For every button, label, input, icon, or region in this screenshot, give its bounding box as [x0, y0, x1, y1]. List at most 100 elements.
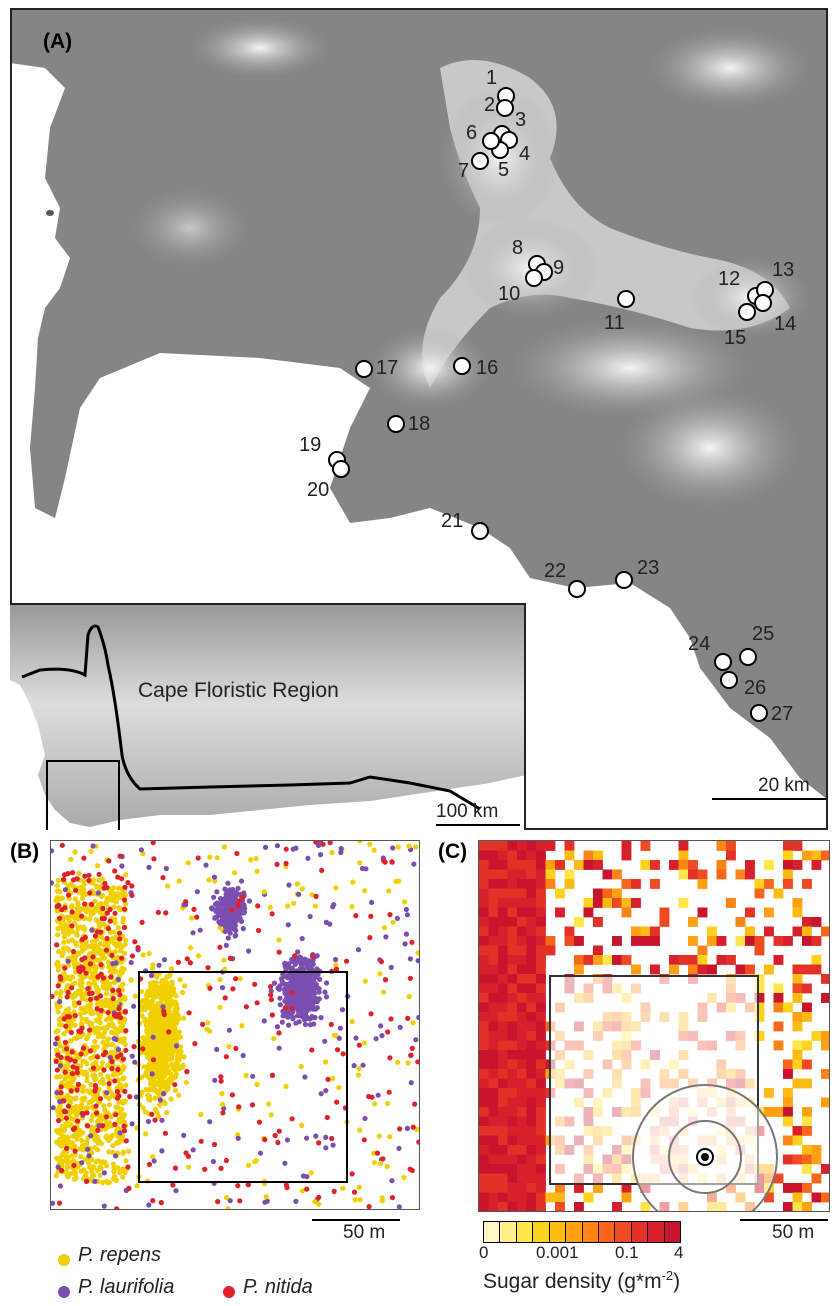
- scatter-point: [66, 1006, 72, 1012]
- scatter-point: [65, 1134, 71, 1140]
- scatter-point: [368, 1011, 374, 1017]
- scatter-point: [76, 870, 82, 877]
- scatter-point: [250, 1073, 256, 1079]
- scatter-point: [406, 843, 412, 849]
- scatter-point: [373, 1036, 379, 1042]
- scatter-point: [69, 1071, 75, 1077]
- scatter-point: [396, 1204, 402, 1209]
- scatter-point: [87, 981, 93, 987]
- scatter-point: [190, 930, 196, 936]
- scatter-point: [129, 1121, 135, 1127]
- scatter-point: [175, 959, 181, 965]
- scatter-point: [89, 990, 95, 996]
- scatter-point: [165, 883, 171, 889]
- scatter-point: [74, 1136, 80, 1142]
- scatter-point: [167, 1043, 173, 1049]
- scatter-point: [266, 1101, 272, 1107]
- scatter-point: [327, 841, 333, 846]
- scatter-point: [355, 947, 362, 953]
- scatter-point: [98, 962, 104, 968]
- site-marker-24: [714, 653, 732, 671]
- scatter-point: [71, 1158, 77, 1164]
- scatter-point: [117, 996, 123, 1003]
- scatter-point: [363, 866, 369, 872]
- scatter-point: [318, 1015, 324, 1021]
- scatter-point: [413, 1037, 419, 1043]
- scatter-point: [405, 1060, 411, 1066]
- scatter-point: [158, 1019, 165, 1025]
- scatter-point: [149, 982, 155, 988]
- scatter-point: [59, 1168, 65, 1174]
- scatter-point: [160, 875, 166, 881]
- scatter-point: [51, 848, 55, 854]
- scatter-point: [111, 979, 117, 985]
- scatter-point: [227, 955, 233, 961]
- scatter-point: [81, 855, 87, 861]
- site-marker-23: [615, 571, 633, 589]
- scatter-point: [407, 956, 413, 962]
- scatter-point: [72, 1022, 78, 1028]
- scatter-point: [164, 1110, 170, 1116]
- panel-a-scale-label: 20 km: [758, 775, 810, 796]
- scatter-point: [157, 1029, 163, 1036]
- site-label-16: 16: [476, 357, 499, 379]
- scatter-point: [286, 882, 292, 888]
- scatter-point: [262, 844, 269, 850]
- scatter-point: [121, 1075, 127, 1081]
- scatter-point: [383, 934, 389, 940]
- scatter-point: [59, 919, 66, 925]
- scatter-point: [111, 1012, 118, 1018]
- scatter-point: [126, 1148, 132, 1154]
- scatter-point: [172, 1087, 179, 1093]
- scatter-point: [154, 1001, 160, 1007]
- scatter-point: [92, 1095, 98, 1101]
- scatter-point: [90, 1065, 97, 1071]
- scatter-point: [374, 1150, 380, 1156]
- scatter-point: [139, 1013, 145, 1019]
- scatter-point: [330, 1142, 336, 1148]
- scatter-point: [293, 845, 299, 851]
- scatter-point: [150, 841, 156, 846]
- site-label-21: 21: [441, 510, 464, 532]
- scatter-point: [110, 885, 117, 891]
- scatter-point: [243, 1073, 249, 1079]
- scatter-point: [123, 1047, 129, 1053]
- scatter-point: [94, 883, 100, 890]
- scatter-point: [389, 859, 395, 865]
- scatter-point: [274, 861, 280, 867]
- scatter-point: [78, 1154, 84, 1160]
- scatter-point: [146, 951, 152, 957]
- scatter-point: [225, 880, 231, 886]
- scatter-point: [114, 1000, 120, 1006]
- scatter-point: [158, 1039, 164, 1045]
- scatter-point: [223, 891, 229, 897]
- scatter-point: [65, 1163, 71, 1170]
- scatter-point: [177, 977, 183, 983]
- scatter-point: [115, 1054, 121, 1060]
- scatter-point: [127, 1094, 133, 1100]
- scatter-point: [106, 1137, 112, 1143]
- scatter-point: [371, 1160, 377, 1166]
- scatter-point: [59, 1123, 65, 1129]
- scatter-point: [139, 1089, 145, 1095]
- scatter-point: [330, 1075, 336, 1081]
- scatter-point: [83, 970, 89, 976]
- scatter-point: [313, 1133, 319, 1139]
- scatter-point: [143, 1131, 149, 1137]
- scatter-point: [65, 1174, 71, 1180]
- scatter-point: [149, 1043, 155, 1049]
- scatter-point: [129, 953, 135, 959]
- scatter-point: [65, 958, 71, 964]
- scatter-point: [296, 891, 302, 897]
- scatter-point: [183, 899, 189, 905]
- scatter-point: [123, 1158, 129, 1164]
- scatter-point: [182, 983, 188, 989]
- site-label-26: 26: [744, 677, 767, 699]
- scatter-point: [168, 1096, 174, 1102]
- scatter-point: [101, 1103, 107, 1109]
- scatter-point: [69, 958, 75, 964]
- scatter-point: [91, 1072, 97, 1078]
- inset-scale-label: 100 km: [436, 801, 499, 822]
- scatter-point: [61, 939, 67, 945]
- scatter-point: [62, 1069, 68, 1075]
